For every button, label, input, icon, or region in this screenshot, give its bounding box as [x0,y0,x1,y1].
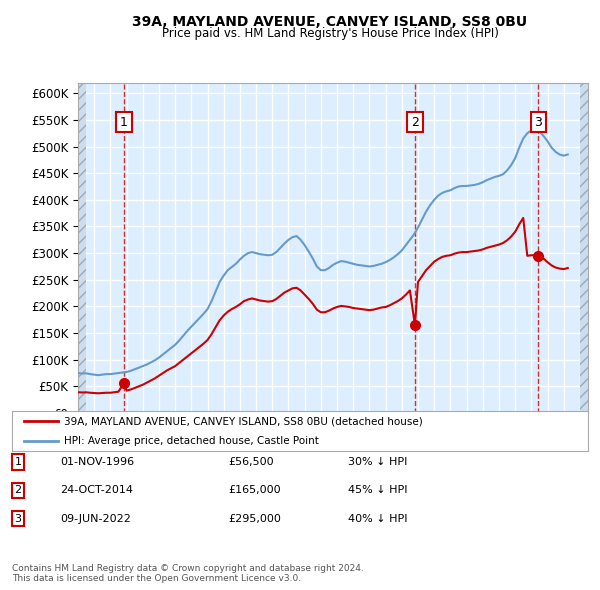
Text: 1: 1 [120,116,128,129]
Text: 24-OCT-2014: 24-OCT-2014 [60,486,133,495]
Text: 30% ↓ HPI: 30% ↓ HPI [348,457,407,467]
Text: HPI: Average price, detached house, Castle Point: HPI: Average price, detached house, Cast… [64,437,319,446]
Text: 39A, MAYLAND AVENUE, CANVEY ISLAND, SS8 0BU: 39A, MAYLAND AVENUE, CANVEY ISLAND, SS8 … [133,15,527,29]
Text: 39A, MAYLAND AVENUE, CANVEY ISLAND, SS8 0BU (detached house): 39A, MAYLAND AVENUE, CANVEY ISLAND, SS8 … [64,417,422,426]
Text: Price paid vs. HM Land Registry's House Price Index (HPI): Price paid vs. HM Land Registry's House … [161,27,499,40]
Text: 40% ↓ HPI: 40% ↓ HPI [348,514,407,523]
Text: 3: 3 [14,514,22,523]
Text: 3: 3 [535,116,542,129]
Bar [580,83,588,413]
Text: 2: 2 [14,486,22,495]
Text: 01-NOV-1996: 01-NOV-1996 [60,457,134,467]
Text: 2: 2 [411,116,419,129]
Text: 1: 1 [14,457,22,467]
Text: £165,000: £165,000 [228,486,281,495]
Text: 09-JUN-2022: 09-JUN-2022 [60,514,131,523]
Text: £56,500: £56,500 [228,457,274,467]
Bar [78,83,86,413]
Text: £295,000: £295,000 [228,514,281,523]
Text: Contains HM Land Registry data © Crown copyright and database right 2024.
This d: Contains HM Land Registry data © Crown c… [12,563,364,583]
Text: 45% ↓ HPI: 45% ↓ HPI [348,486,407,495]
